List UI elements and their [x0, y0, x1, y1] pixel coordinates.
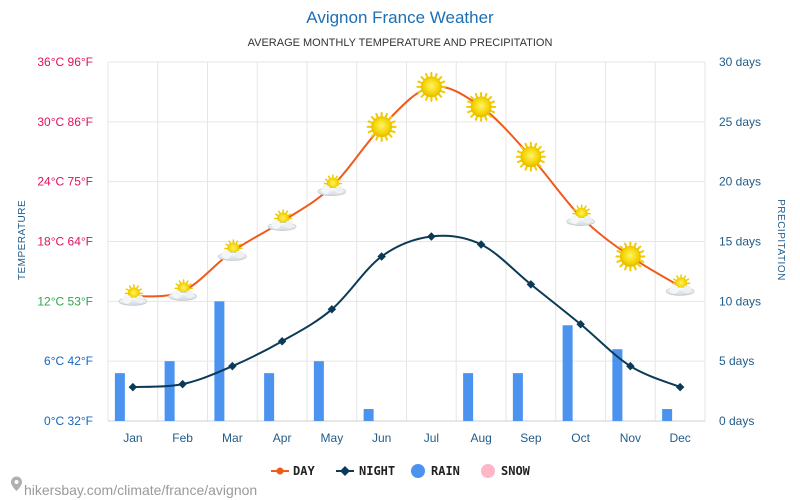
chart-title: Avignon France Weather	[306, 8, 494, 27]
x-tick-label: Jul	[424, 431, 439, 445]
legend-item-night[interactable]: NIGHT	[336, 464, 395, 478]
y-left-tick-label: 36°C 96°F	[37, 55, 93, 69]
night-point	[576, 320, 585, 329]
partly-cloudy-icon	[118, 284, 148, 306]
rain-bar	[214, 301, 225, 421]
rain-bars	[114, 301, 673, 421]
partly-cloudy-icon	[267, 209, 297, 231]
x-tick-label: Apr	[273, 431, 292, 445]
legend-rain-marker	[411, 464, 425, 478]
x-tick-label: Feb	[172, 431, 193, 445]
rain-bar	[612, 349, 623, 421]
y-left-tick-label: 30°C 86°F	[37, 115, 93, 129]
x-tick-label: Oct	[571, 431, 590, 445]
legend-night-marker	[340, 466, 350, 476]
rain-bar	[512, 373, 523, 421]
y-right-tick-label: 0 days	[719, 414, 754, 428]
night-point	[128, 382, 138, 392]
x-tick-label: Nov	[620, 431, 641, 445]
x-tick-label: Jun	[372, 431, 391, 445]
partly-cloudy-icon	[566, 204, 595, 226]
rain-bar	[114, 373, 125, 421]
y-right-tick-label: 10 days	[719, 294, 761, 308]
sun-icon	[366, 111, 397, 142]
sun-icon	[416, 71, 447, 102]
chart-subtitle: AVERAGE MONTHLY TEMPERATURE AND PRECIPIT…	[248, 37, 553, 49]
sun-icon	[615, 241, 646, 272]
y-left-tick-label: 12°C 53°F	[37, 294, 93, 308]
legend-item-rain[interactable]: RAIN	[411, 464, 460, 478]
night-point	[427, 232, 436, 241]
legend-label-rain: RAIN	[431, 464, 460, 478]
x-tick-label: Aug	[470, 431, 491, 445]
night-point	[277, 336, 287, 346]
y-right-tick-label: 5 days	[719, 354, 754, 368]
night-point	[626, 361, 635, 371]
sun-icon	[466, 91, 497, 122]
night-point	[675, 382, 685, 392]
rain-bar	[463, 373, 474, 421]
weather-icons	[118, 71, 695, 306]
x-tick-label: Mar	[222, 431, 243, 445]
partly-cloudy-icon	[317, 174, 347, 196]
y-left-tick-label: 6°C 42°F	[44, 354, 93, 368]
rain-bar	[562, 325, 573, 421]
rain-bar	[313, 361, 324, 421]
rain-bar	[164, 361, 175, 421]
night-point	[327, 305, 337, 314]
y-right-axis-title: PRECIPITATION	[775, 199, 786, 281]
partly-cloudy-icon	[218, 239, 247, 261]
legend-label-snow: SNOW	[501, 464, 531, 478]
legend-item-day[interactable]: DAY	[271, 464, 315, 478]
x-tick-label: Sep	[520, 431, 542, 445]
rain-bar	[662, 409, 673, 421]
legend-item-snow[interactable]: SNOW	[481, 464, 531, 478]
night-point	[476, 240, 486, 249]
x-tick-label: Jan	[123, 431, 142, 445]
grid-lines	[107, 61, 706, 422]
rain-bar	[264, 373, 275, 421]
source-text: hikersbay.com/climate/france/avignon	[24, 482, 257, 498]
night-point	[228, 361, 237, 371]
source-link[interactable]: hikersbay.com/climate/france/avignon	[11, 476, 257, 498]
night-point	[526, 280, 536, 289]
location-pin-icon	[11, 476, 22, 491]
y-left-axis-title: TEMPERATURE	[17, 200, 28, 280]
legend: DAY NIGHT RAIN SNOW	[271, 464, 531, 478]
sun-icon	[515, 141, 546, 172]
y-right-tick-label: 30 days	[719, 55, 761, 69]
y-left-tick-label: 0°C 32°F	[44, 414, 93, 428]
y-right-tick-label: 15 days	[719, 235, 761, 249]
y-left-tick-label: 18°C 64°F	[37, 235, 93, 249]
x-tick-label: Dec	[669, 431, 690, 445]
legend-day-marker	[276, 467, 284, 475]
rain-bar	[363, 409, 374, 421]
axis-ticks: 0°C 32°F 6°C 42°F 12°C 53°F 18°C 64°F 24°C 7…	[37, 55, 761, 445]
partly-cloudy-icon	[665, 274, 695, 296]
legend-label-night: NIGHT	[359, 464, 395, 478]
y-left-tick-label: 24°C 75°F	[37, 175, 93, 189]
partly-cloudy-icon	[168, 279, 197, 301]
night-point	[178, 379, 187, 389]
y-right-tick-label: 25 days	[719, 115, 761, 129]
legend-snow-marker	[481, 464, 495, 478]
y-right-tick-label: 20 days	[719, 175, 761, 189]
legend-label-day: DAY	[293, 464, 315, 478]
x-tick-label: May	[321, 431, 344, 445]
